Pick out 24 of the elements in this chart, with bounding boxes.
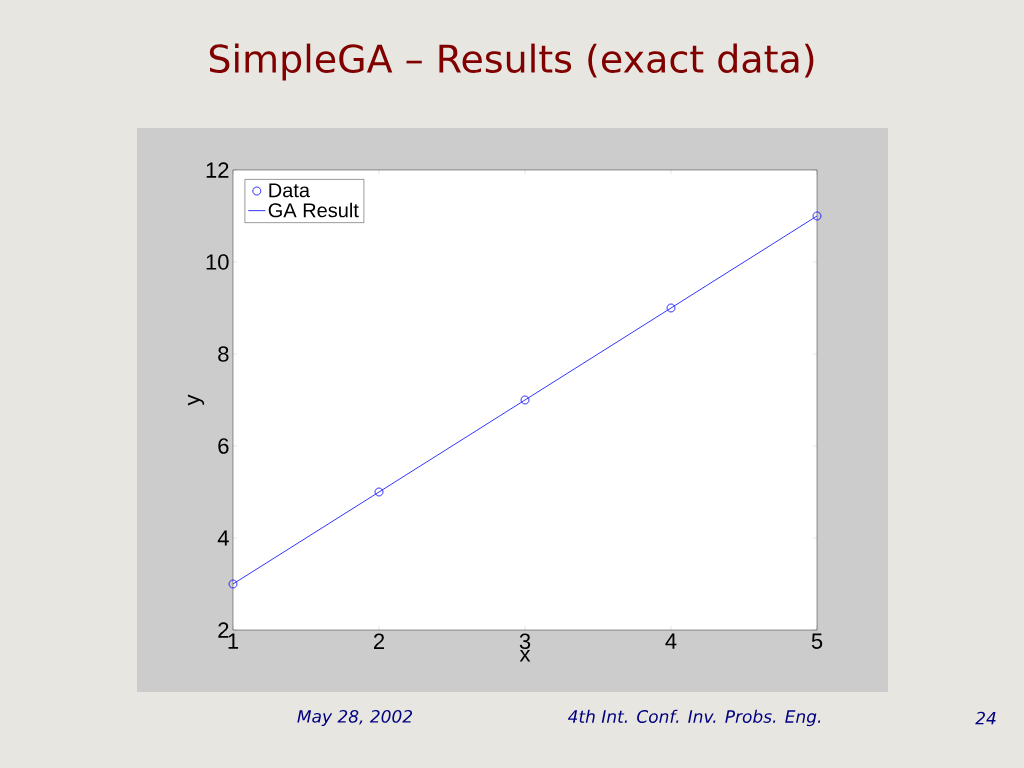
point (812, 211, 822, 221)
x-tick-label: 2 (374, 633, 385, 649)
y-tick-label: 2 (218, 622, 229, 638)
legend-label: Data (269, 183, 310, 198)
point (228, 579, 238, 589)
point (374, 487, 384, 497)
point (666, 303, 676, 313)
text: 24 (975, 711, 996, 725)
x-tick-label: 3 (519, 633, 531, 650)
y-tick-label: 6 (218, 438, 229, 454)
x-tick-label: 4 (665, 633, 677, 649)
chart-title: SimpleGA – Results (exact data) (209, 43, 814, 81)
y-tick-label: 8 (218, 346, 229, 362)
text: May 28, 2002 (297, 709, 413, 727)
legend-label: GA Result (268, 202, 359, 218)
x-axis-title: x (519, 649, 531, 662)
x-tick-label: 1 (228, 633, 239, 649)
point (520, 395, 530, 405)
y-tick-label: 4 (217, 530, 229, 546)
y-tick-label: 12 (206, 162, 229, 178)
y-tick-label: 10 (206, 254, 229, 270)
text: 4th Int. Conf. Inv. Probs. Eng. (567, 709, 821, 727)
x-tick-label: 5 (811, 633, 823, 649)
y-axis-title: y (187, 394, 205, 406)
